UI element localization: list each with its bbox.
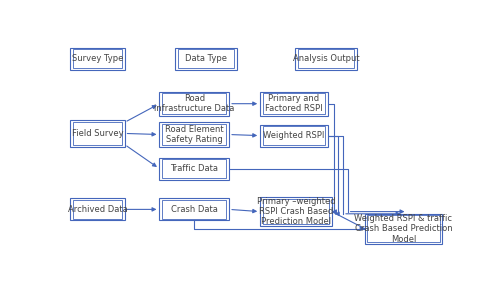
Text: Crash Data: Crash Data xyxy=(171,205,218,214)
Bar xyxy=(368,215,440,242)
Bar xyxy=(260,197,332,226)
Bar xyxy=(260,125,328,147)
Bar xyxy=(365,214,442,244)
Bar xyxy=(160,198,229,221)
Text: Road
infrastructure Data: Road infrastructure Data xyxy=(154,94,234,113)
Bar xyxy=(162,159,226,178)
Bar xyxy=(160,92,229,116)
Bar xyxy=(162,93,226,114)
Text: Weighted RSPI & traffic
Crash Based Prediction
Model: Weighted RSPI & traffic Crash Based Pred… xyxy=(354,214,452,244)
Text: Data Type: Data Type xyxy=(185,54,227,63)
Bar xyxy=(73,49,122,68)
Bar xyxy=(160,122,229,147)
Text: Field Survey: Field Survey xyxy=(72,129,123,138)
Text: Road Element
Safety Rating: Road Element Safety Rating xyxy=(165,125,224,144)
Bar xyxy=(162,124,226,145)
Bar xyxy=(160,158,229,180)
Text: Traffic Data: Traffic Data xyxy=(170,164,218,173)
Text: Primary –weighted
RSPI Crash Based
Prediction Model: Primary –weighted RSPI Crash Based Predi… xyxy=(256,197,336,227)
Bar xyxy=(263,126,325,145)
Bar xyxy=(162,200,226,219)
Text: Primary and
Factored RSPI: Primary and Factored RSPI xyxy=(265,94,323,113)
Text: Survey Type: Survey Type xyxy=(72,54,123,63)
Bar xyxy=(178,49,234,68)
Bar xyxy=(70,198,124,221)
Bar xyxy=(263,199,329,225)
Bar xyxy=(73,200,122,219)
Bar xyxy=(175,47,237,69)
Bar xyxy=(260,92,328,116)
Text: Weighted RSPI: Weighted RSPI xyxy=(264,131,324,140)
Bar xyxy=(298,49,354,68)
Bar xyxy=(73,122,122,145)
Bar xyxy=(70,47,124,69)
Bar xyxy=(263,93,325,114)
Text: Archived Data: Archived Data xyxy=(68,205,127,214)
Text: Analysis Output: Analysis Output xyxy=(292,54,360,63)
Bar xyxy=(295,47,357,69)
Bar xyxy=(70,120,124,147)
